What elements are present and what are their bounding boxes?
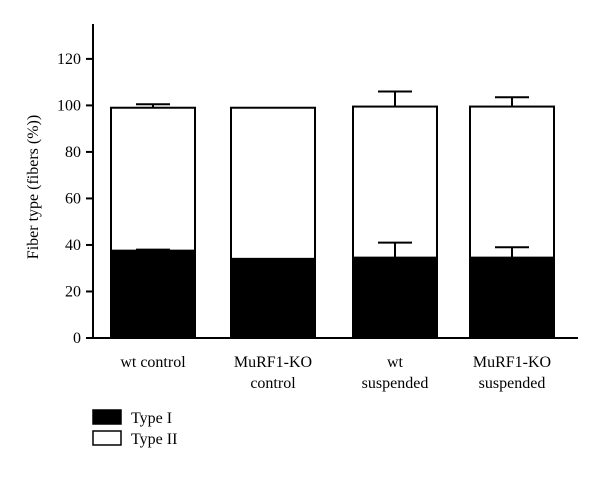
- bar-type-ii: [110, 106, 196, 252]
- bar-type-i: [110, 249, 196, 339]
- x-tick-label: suspended: [479, 375, 546, 392]
- bar-type-i: [230, 257, 316, 339]
- y-tick-label: 80: [65, 144, 81, 161]
- x-tick-label: wt: [387, 354, 404, 371]
- legend-label: Type II: [131, 431, 177, 448]
- bar-type-ii: [469, 105, 555, 259]
- y-tick-label: 20: [65, 283, 81, 300]
- bar-type-i: [352, 256, 438, 339]
- y-axis-title: Fiber type (fibers (%)): [25, 115, 42, 259]
- y-tick-label: 40: [65, 237, 81, 254]
- x-tick-label: MuRF1-KO: [234, 354, 312, 371]
- x-tick-label: suspended: [362, 375, 429, 392]
- bar-type-ii: [352, 105, 438, 259]
- legend-swatch: [92, 409, 122, 425]
- legend-swatch: [92, 430, 122, 446]
- x-tick-label: control: [250, 375, 296, 392]
- bar-type-i: [469, 256, 555, 339]
- y-tick-label: 120: [57, 51, 81, 68]
- x-tick-label: MuRF1-KO: [473, 354, 551, 371]
- y-tick-label: 100: [57, 97, 81, 114]
- bar-type-ii: [230, 106, 316, 260]
- y-tick-label: 60: [65, 190, 81, 207]
- x-tick-label: wt control: [120, 354, 186, 371]
- legend-label: Type I: [131, 410, 172, 427]
- y-tick-label: 0: [73, 330, 81, 347]
